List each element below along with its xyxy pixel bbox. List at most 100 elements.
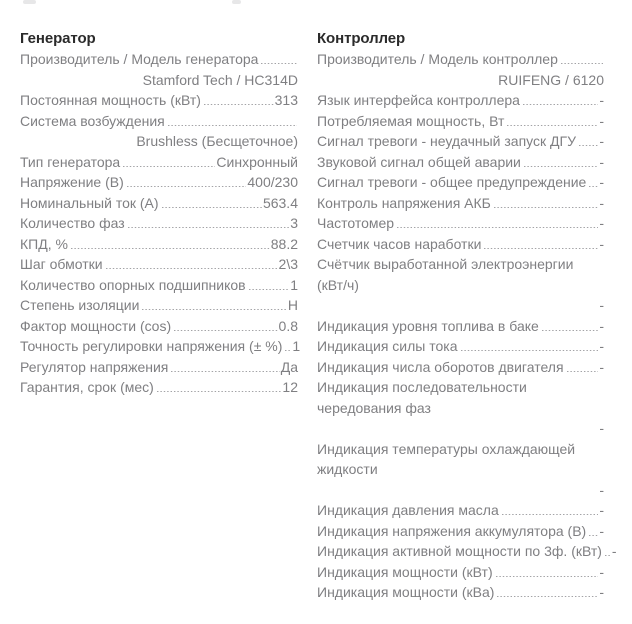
cropped-text-remnant (23, 0, 36, 4)
spec-label: Производитель / Модель генератора (20, 51, 259, 67)
spec-row: Потребляемая мощность, Вт - (317, 111, 604, 132)
spec-label: Язык интерфейса контроллера (317, 92, 520, 108)
spec-row: Номинальный ток (А) 563.4 (20, 193, 298, 214)
spec-row: Частотомер - (317, 213, 604, 234)
spec-row: Индикация мощности (кВт) - (317, 562, 604, 583)
spec-label-line: Производитель / Модель контроллер (317, 49, 604, 70)
spec-label-line: Система возбуждения (20, 111, 298, 132)
spec-value: 88.2 (270, 235, 298, 252)
controller-spec-column: Контроллер Производитель / Модель контро… (317, 28, 617, 603)
controller-section-title: Контроллер (317, 30, 406, 47)
dotted-leader (126, 185, 247, 188)
spec-value: H (287, 297, 298, 313)
spec-label: Индикация активной мощности по 3ф. (кВт) (317, 543, 602, 559)
spec-row: Индикация температуры охлаждающей жидкос… (317, 439, 604, 501)
dotted-leader (484, 247, 599, 249)
dotted-leader (497, 595, 599, 598)
spec-value: 12 (282, 379, 298, 395)
spec-label: Индикация мощности (кВа) (317, 584, 495, 600)
spec-label: Шаг обмотки (20, 256, 103, 272)
dotted-leader (523, 165, 599, 167)
spec-value: - (611, 543, 617, 559)
spec-value: - (599, 194, 604, 211)
spec-row: Звуковой сигнал общей аварии - (317, 152, 604, 173)
spec-value: - (599, 481, 604, 498)
dotted-leader (560, 62, 603, 65)
spec-label-line: Производитель / Модель генератора (20, 49, 298, 70)
spec-row: Количество фаз 3 (20, 213, 298, 234)
dotted-leader (460, 349, 599, 352)
spec-value: 2\3 (278, 256, 298, 272)
spec-row: Фактор мощности (cos) 0.8 (20, 316, 298, 337)
spec-label: Точность регулировки напряжения (± %) (20, 338, 283, 354)
dotted-leader (203, 103, 274, 106)
spec-label: Звуковой сигнал общей аварии (317, 153, 521, 170)
spec-value: - (599, 522, 604, 539)
spec-row: Шаг обмотки 2\3 (20, 254, 298, 275)
spec-value: 313 (274, 92, 298, 108)
spec-row: Степень изоляции H (20, 295, 298, 316)
spec-row: Гарантия, срок (мес) 12 (20, 377, 298, 398)
spec-label: Фактор мощности (cos) (20, 317, 172, 334)
spec-value: - (599, 92, 604, 108)
spec-value: Синхронный (216, 153, 298, 170)
spec-value: - (599, 584, 604, 600)
spec-row: Количество опорных подшипников 1 (20, 275, 298, 296)
spec-value: 0.8 (278, 317, 298, 334)
dotted-leader (70, 247, 270, 249)
spec-value: 1 (292, 338, 301, 354)
spec-row: Счётчик выработанной электроэнергии (кВт… (317, 254, 604, 316)
spec-label: Степень изоляции (20, 297, 140, 313)
dotted-leader (495, 575, 599, 577)
dotted-leader (171, 370, 280, 372)
spec-value: - (599, 420, 604, 436)
spec-row: Индикация напряжения аккумулятора (В) - (317, 521, 604, 542)
spec-row: КПД, % 88.2 (20, 234, 298, 255)
spec-value: - (599, 297, 604, 313)
dotted-leader (285, 349, 292, 352)
spec-value: 1 (290, 276, 298, 293)
spec-value: 400/230 (247, 174, 298, 190)
spec-label: Счётчик выработанной электроэнергии (кВт… (317, 256, 574, 293)
spec-value: 3 (290, 215, 298, 231)
dotted-leader (105, 267, 278, 270)
spec-value: - (599, 133, 604, 149)
spec-row: Индикация уровня топлива в баке - (317, 316, 604, 337)
spec-value: Да (280, 358, 298, 375)
spec-label: Индикация температуры охлаждающей жидкос… (317, 440, 576, 478)
cropped-text-remnant (232, 0, 241, 4)
spec-row: Напряжение (В) 400/230 (20, 172, 298, 193)
spec-label: Потребляемая мощность, Вт (317, 112, 505, 129)
spec-label: Контроль напряжения АКБ (317, 194, 491, 211)
spec-row: Индикация числа оборотов двигателя - (317, 357, 604, 378)
spec-value: - (599, 153, 604, 170)
dotted-leader (397, 226, 599, 229)
spec-label: Тип генератора (20, 153, 121, 170)
spec-row: Индикация давления масла - (317, 500, 604, 521)
spec-value: - (599, 235, 604, 252)
dotted-leader (589, 534, 599, 536)
spec-row: Точность регулировки напряжения (± %) 1 (20, 336, 301, 357)
spec-value: - (599, 563, 604, 580)
spec-label: Индикация числа оборотов двигателя (317, 358, 564, 375)
spec-row: Тип генератора Синхронный (20, 152, 298, 173)
dotted-leader (261, 62, 297, 65)
generator-section-title: Генератор (20, 30, 96, 47)
spec-value: - (599, 215, 604, 231)
spec-label: Частотомер (317, 215, 395, 231)
dotted-leader (161, 206, 262, 208)
dotted-leader (123, 165, 216, 167)
spec-label: Счетчик часов наработки (317, 235, 482, 252)
spec-value: 563.4 (262, 194, 298, 211)
spec-row: Язык интерфейса контроллера - (317, 90, 604, 111)
dotted-leader (589, 185, 599, 188)
spec-row: Индикация силы тока - (317, 336, 604, 357)
dotted-leader (541, 329, 599, 331)
spec-row: Постоянная мощность (кВт) 313 (20, 90, 298, 111)
dotted-leader (248, 288, 290, 290)
spec-row: Производитель / Модель контроллер RUIFENG… (317, 49, 604, 90)
spec-label: Индикация уровня топлива в баке (317, 317, 539, 334)
spec-label: Регулятор напряжения (20, 358, 169, 375)
spec-value: - (599, 502, 604, 518)
spec-row: Индикация активной мощности по 3ф. (кВт)… (317, 541, 617, 562)
